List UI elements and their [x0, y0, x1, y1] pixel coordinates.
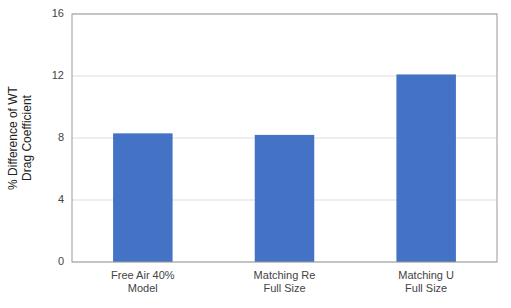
y-tick-label: 8	[58, 131, 64, 143]
bar	[396, 74, 456, 262]
bars	[113, 74, 456, 262]
y-axis: 0 4 8 12 16	[52, 7, 497, 267]
x-axis: Free Air 40%Model Matching ReFull Size Mat…	[111, 269, 454, 294]
y-tick-label: 4	[58, 193, 64, 205]
y-tick-label: 0	[58, 255, 64, 267]
x-tick-label: Matching UFull Size	[398, 269, 454, 294]
y-tick-label: 16	[52, 7, 64, 19]
y-tick-label: 12	[52, 69, 64, 81]
x-tick-label: Free Air 40%Model	[111, 269, 175, 294]
x-tick-label: Matching ReFull Size	[254, 269, 316, 294]
bar	[113, 133, 173, 262]
chart: 0 4 8 12 16 Free Air 40%Model Matching ReFull …	[0, 0, 511, 308]
y-axis-label: % Difference of WTDrag Coefficient	[6, 85, 34, 189]
plot-frame	[72, 14, 497, 262]
bar	[255, 135, 315, 262]
